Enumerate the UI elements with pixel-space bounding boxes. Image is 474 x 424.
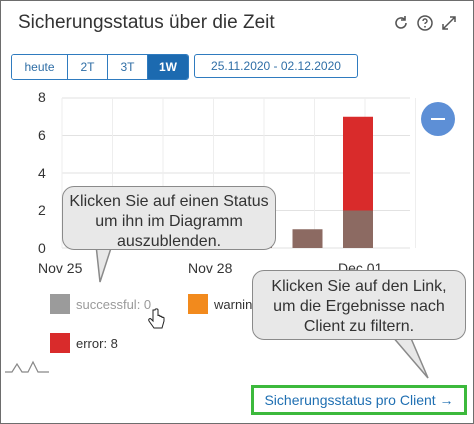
legend-hint-callout: Klicken Sie auf einen Status um ihn im D… [62,186,276,250]
sparkline-icon [5,360,49,373]
legend-swatch-error [50,333,70,353]
legend-swatch-successful [50,294,70,314]
legend-label-error: error: 8 [76,335,118,351]
expand-icon[interactable] [440,14,458,32]
y-tick-label: 6 [38,127,46,143]
y-tick-label: 2 [38,202,46,218]
legend-label-warning: warnin [214,296,253,312]
legend-item-warning[interactable]: warnin [188,294,252,314]
date-range-button[interactable]: 25.11.2020 - 02.12.2020 [194,54,358,78]
legend-item-error[interactable]: error: 8 [50,333,118,353]
legend-swatch-warning [188,294,208,314]
range-1w-button[interactable]: 1W [148,55,188,79]
legend-callout-tail [95,244,114,283]
range-today-button[interactable]: heute [12,55,68,79]
refresh-icon[interactable] [392,14,410,32]
y-tick-label: 4 [38,165,46,181]
range-3d-button[interactable]: 3T [108,55,148,79]
hand-cursor-icon [148,308,165,329]
bar-error [343,116,373,211]
x-tick-label: Nov 25 [38,260,83,276]
y-tick-label: 8 [38,89,46,105]
link-callout-tail [390,335,429,379]
range-2d-button[interactable]: 2T [68,55,108,79]
y-tick-label: 0 [38,240,46,256]
x-tick-label: Nov 28 [188,260,233,276]
legend-item-successful[interactable]: successful: 0 [50,294,151,314]
collapse-fab-button[interactable] [421,102,455,136]
time-range-selector: heute 2T 3T 1W [11,54,189,80]
legend-label-successful: successful: 0 [76,296,152,312]
bar-successful [343,210,373,248]
status-per-client-link[interactable]: Sicherungsstatus pro Client → [251,385,467,415]
link-hint-callout: Klicken Sie auf den Link, um die Ergebni… [252,270,466,340]
widget-title: Sicherungsstatus über die Zeit [18,12,275,33]
bar-successful [292,229,323,248]
help-icon[interactable] [416,14,434,32]
